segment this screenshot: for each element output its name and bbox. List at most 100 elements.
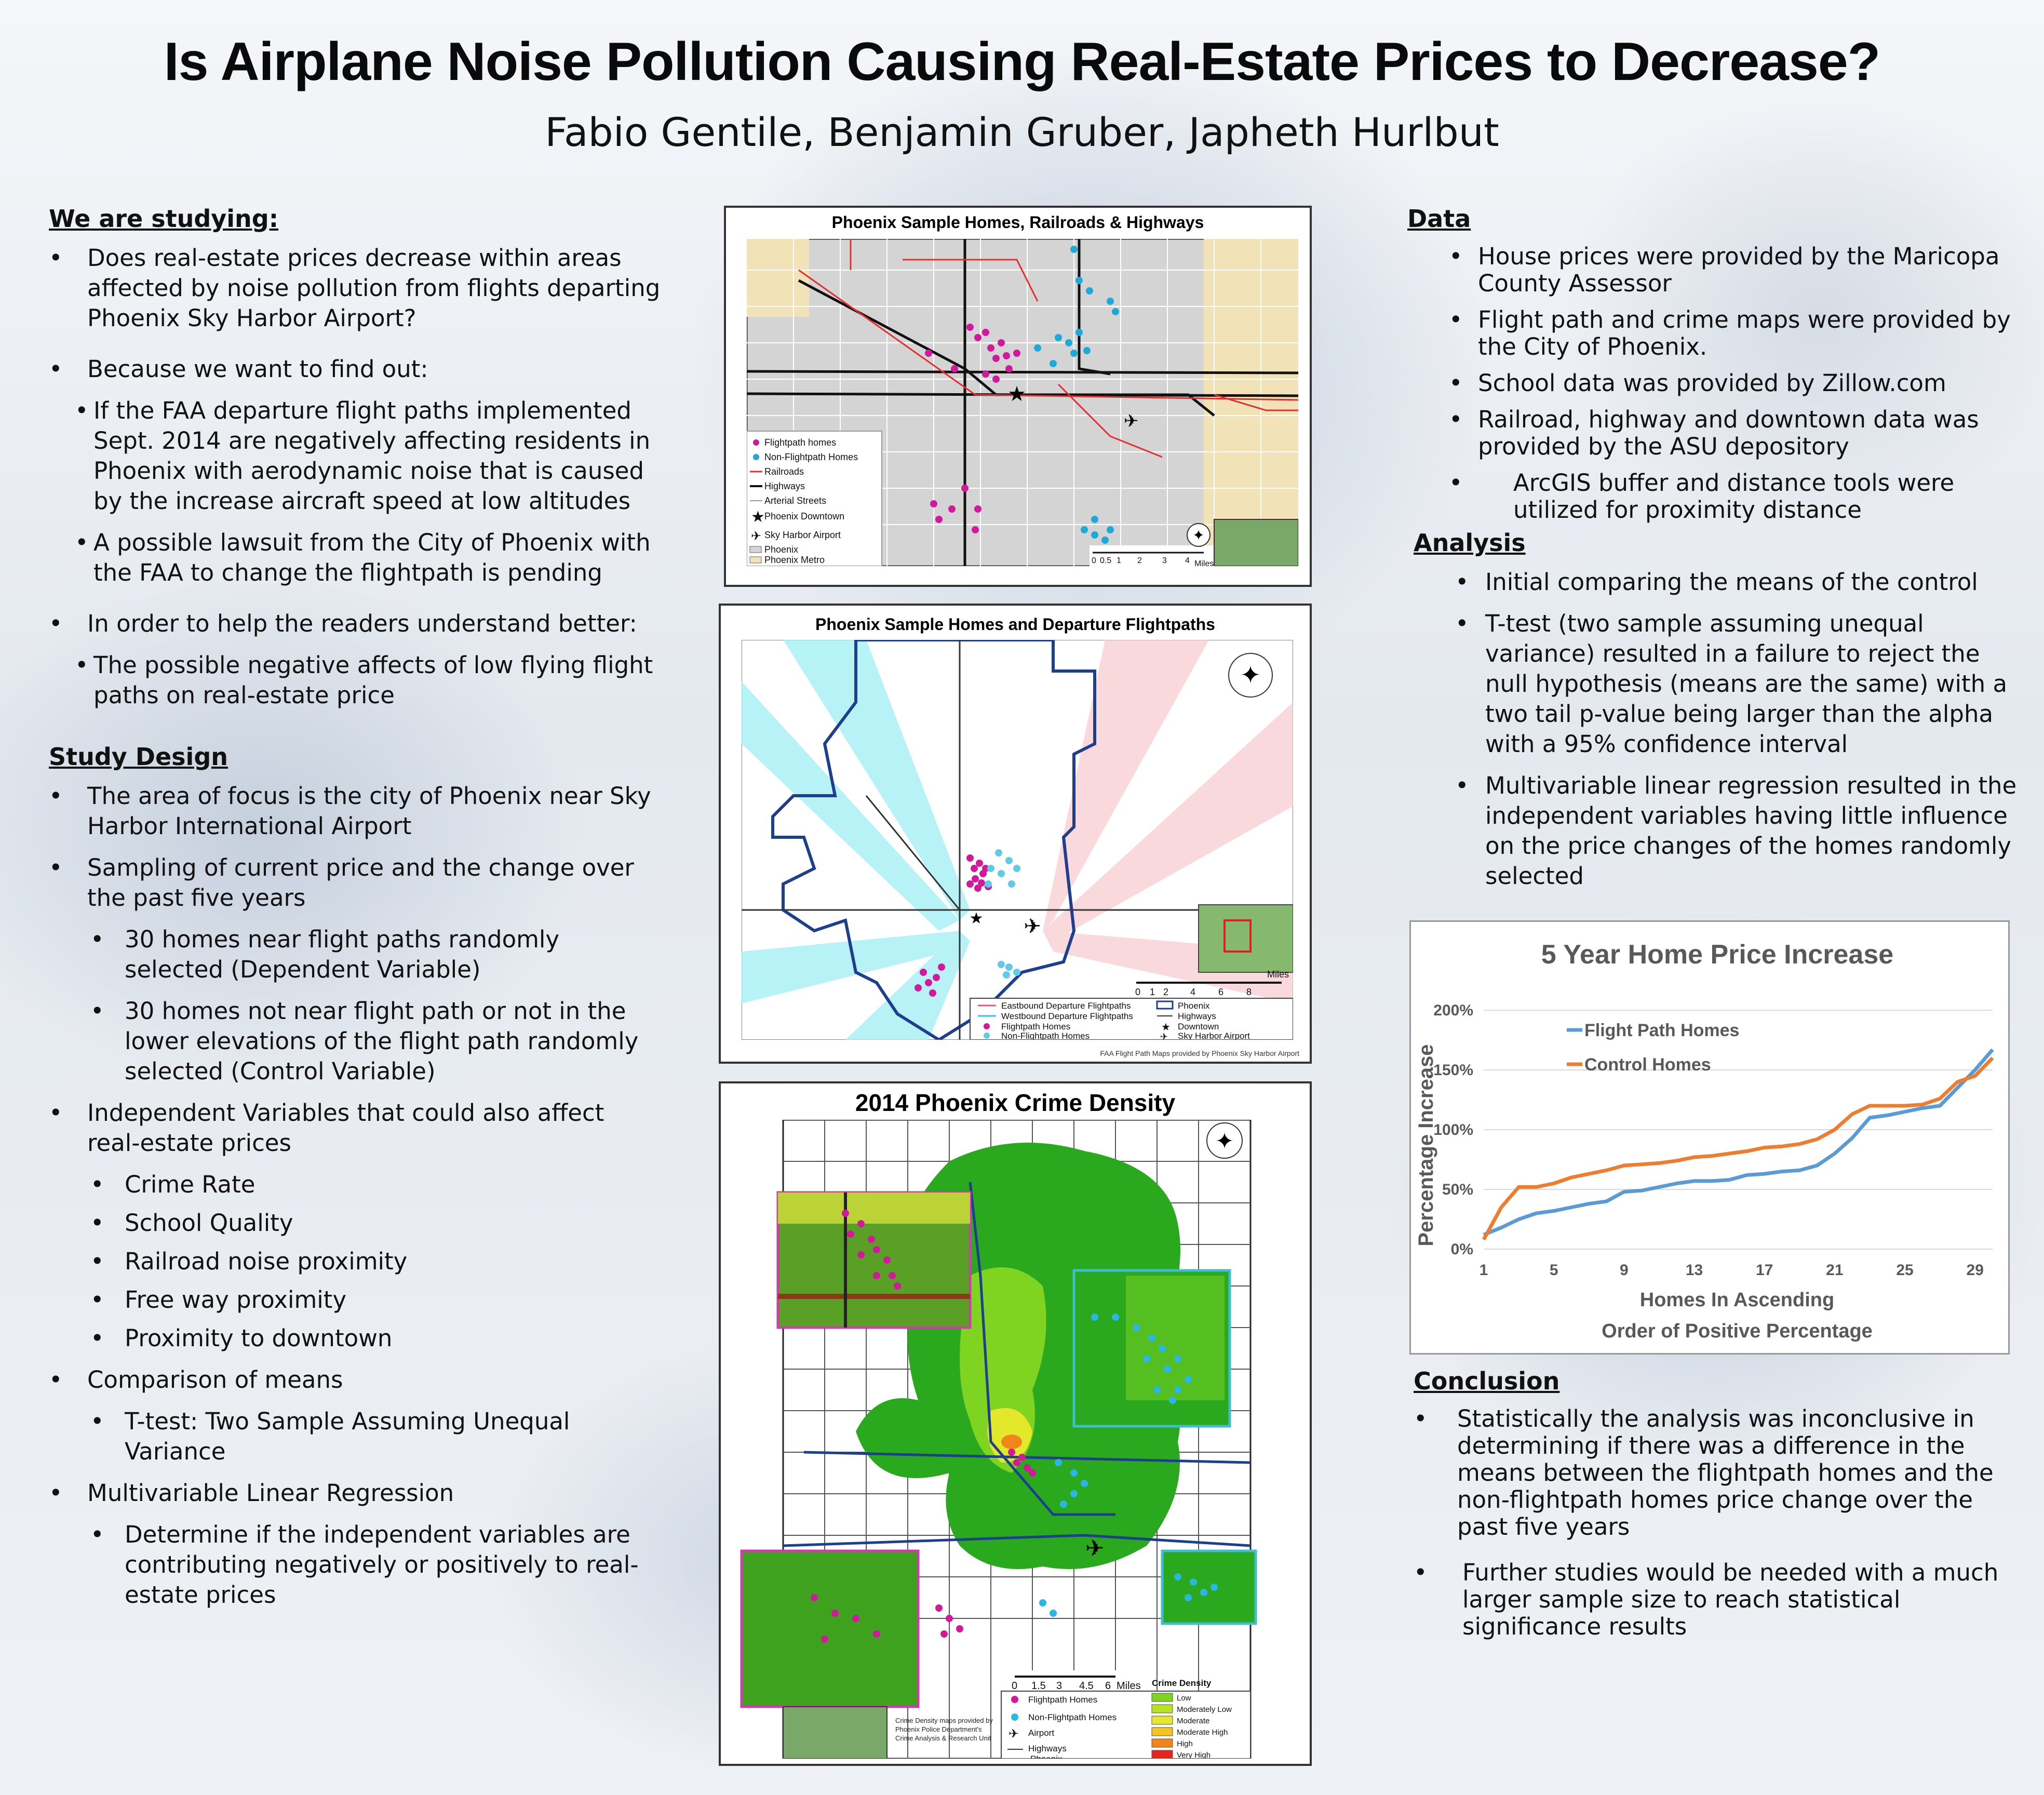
home-marker — [1185, 1376, 1192, 1383]
home-marker — [930, 500, 937, 507]
home-marker — [1091, 531, 1098, 539]
chart-grid — [1484, 1010, 1993, 1250]
map1-legend-6: Sky Harbor Airport — [764, 530, 841, 540]
map1-graphic: ★ ✈ Flightpath homes Non-Flightpath Home… — [747, 239, 1298, 566]
airport-icon: ✈ — [1024, 915, 1041, 939]
airport-icon: ✈ — [1085, 1535, 1105, 1562]
home-marker — [1153, 1386, 1161, 1394]
home-marker — [1029, 1469, 1036, 1477]
x-tick-label: 13 — [1686, 1262, 1703, 1279]
svg-text:Westbound Departure Flightpath: Westbound Departure Flightpaths — [1001, 1011, 1133, 1021]
home-marker — [1101, 537, 1109, 544]
map1-legend-0: Flightpath homes — [764, 437, 836, 448]
home-marker — [925, 350, 932, 357]
home-marker — [811, 1594, 818, 1601]
map3-graphic: ✈ ✦ 0 1.5 3 4.5 6 Miles Flightpath Homes… — [740, 1120, 1257, 1759]
chart-title: 5 Year Home Price Increase — [1541, 940, 1893, 970]
density-label: Low — [1177, 1694, 1191, 1703]
analysis-b: T-test (two sample assuming unequal vari… — [1414, 609, 2021, 759]
analysis-list: Initial comparing the means of the contr… — [1414, 567, 2021, 891]
density-label: Moderate High — [1177, 1728, 1228, 1737]
map-railroads-highways: Phoenix Sample Homes, Railroads & Highwa… — [724, 206, 1312, 587]
home-marker — [1081, 526, 1088, 533]
density-swatch — [1151, 1750, 1173, 1759]
svg-text:Flightpath Homes: Flightpath Homes — [1001, 1022, 1070, 1032]
chart-svg: 5 Year Home Price Increase Percentage In… — [1415, 940, 1994, 1342]
density-swatch — [1151, 1727, 1173, 1736]
design-d5: Multivariable Linear Regression — [49, 1478, 662, 1508]
map2-graphic: ★ ✈ ✦ 0 1 2 4 6 8 Miles Eastbound Depart… — [742, 640, 1293, 1040]
home-marker — [1050, 1610, 1057, 1617]
density-label: Moderately Low — [1177, 1705, 1232, 1714]
svg-text:Airport: Airport — [1028, 1728, 1054, 1738]
home-marker — [966, 324, 974, 331]
map1-legend-7: Phoenix — [764, 544, 798, 555]
home-marker — [929, 989, 936, 997]
density-label: Moderate — [1177, 1717, 1209, 1725]
studying-heading: We are studying: — [49, 205, 279, 233]
home-marker — [1005, 365, 1013, 372]
analysis-a: Initial comparing the means of the contr… — [1414, 567, 2021, 597]
home-marker — [987, 865, 994, 872]
home-marker — [1133, 1324, 1140, 1331]
svg-text:Sky Harbor Airport: Sky Harbor Airport — [1178, 1031, 1250, 1040]
x-tick-label: 17 — [1756, 1262, 1773, 1279]
home-marker — [978, 879, 985, 887]
svg-text:Downtown: Downtown — [1178, 1022, 1219, 1032]
home-marker — [1003, 352, 1010, 359]
data-list: House prices were provided by the Marico… — [1407, 243, 2020, 524]
downtown-star-icon: ★ — [1007, 382, 1026, 406]
data-b: Flight path and crime maps were provided… — [1407, 306, 2020, 360]
design-d4a: T-test: Two Sample Assuming Unequal Vari… — [49, 1406, 662, 1467]
y-tick-label: 0% — [1451, 1241, 1473, 1258]
svg-text:0: 0 — [1092, 556, 1096, 565]
home-marker — [1075, 277, 1083, 284]
home-marker — [1018, 1454, 1026, 1461]
home-marker — [966, 880, 974, 888]
svg-text:Miles: Miles — [1194, 559, 1214, 566]
home-marker — [1013, 350, 1020, 357]
svg-text:Miles: Miles — [1117, 1680, 1141, 1692]
home-marker — [974, 334, 981, 341]
home-marker — [1065, 339, 1072, 346]
home-marker — [883, 1256, 891, 1264]
home-marker — [842, 1210, 849, 1217]
design-heading: Study Design — [49, 743, 228, 771]
svg-text:6: 6 — [1218, 987, 1223, 997]
map1-legend-3: Highways — [764, 481, 805, 491]
svg-text:4: 4 — [1185, 556, 1190, 565]
left-column: We are studying: Does real-estate prices… — [49, 204, 662, 1622]
conclusion-heading: Conclusion — [1414, 1367, 1560, 1395]
y-tick-label: 150% — [1433, 1062, 1473, 1079]
home-marker — [992, 355, 1000, 362]
home-marker — [1070, 350, 1078, 357]
home-marker — [951, 365, 958, 372]
legend-star-icon: ★ — [751, 508, 765, 526]
home-marker — [972, 526, 979, 533]
home-marker — [1005, 963, 1013, 971]
home-marker — [1060, 1501, 1067, 1508]
svg-text:3: 3 — [1162, 556, 1167, 565]
x-tick-label: 1 — [1480, 1262, 1488, 1279]
home-marker — [992, 376, 1000, 383]
north-arrow-icon: ✦ — [1192, 527, 1204, 544]
studying-list: Does real-estate prices decrease within … — [49, 243, 662, 711]
map2-title: Phoenix Sample Homes and Departure Fligh… — [815, 615, 1215, 634]
svg-text:2: 2 — [1137, 556, 1142, 565]
x-tick-label: 5 — [1550, 1262, 1558, 1279]
airport-icon: ✈ — [1124, 411, 1139, 432]
svg-text:Non-Flightpath Homes: Non-Flightpath Homes — [1028, 1712, 1117, 1722]
design-d2: Sampling of current price and the change… — [49, 853, 662, 913]
home-marker — [1091, 516, 1098, 523]
conclusion-b: Further studies would be needed with a m… — [1414, 1559, 2021, 1640]
chart-ylabel: Percentage Increase — [1415, 1044, 1437, 1246]
studying-q2b: A possible lawsuit from the City of Phoe… — [49, 528, 662, 588]
home-marker — [1174, 1355, 1181, 1362]
data-c: School data was provided by Zillow.com — [1407, 370, 2020, 397]
svg-text:Highways: Highways — [1028, 1744, 1067, 1753]
home-marker — [920, 969, 927, 976]
x-tick-label: 21 — [1826, 1262, 1843, 1279]
home-marker — [1200, 1589, 1207, 1596]
home-marker — [1005, 857, 1013, 864]
home-marker — [1107, 526, 1114, 533]
